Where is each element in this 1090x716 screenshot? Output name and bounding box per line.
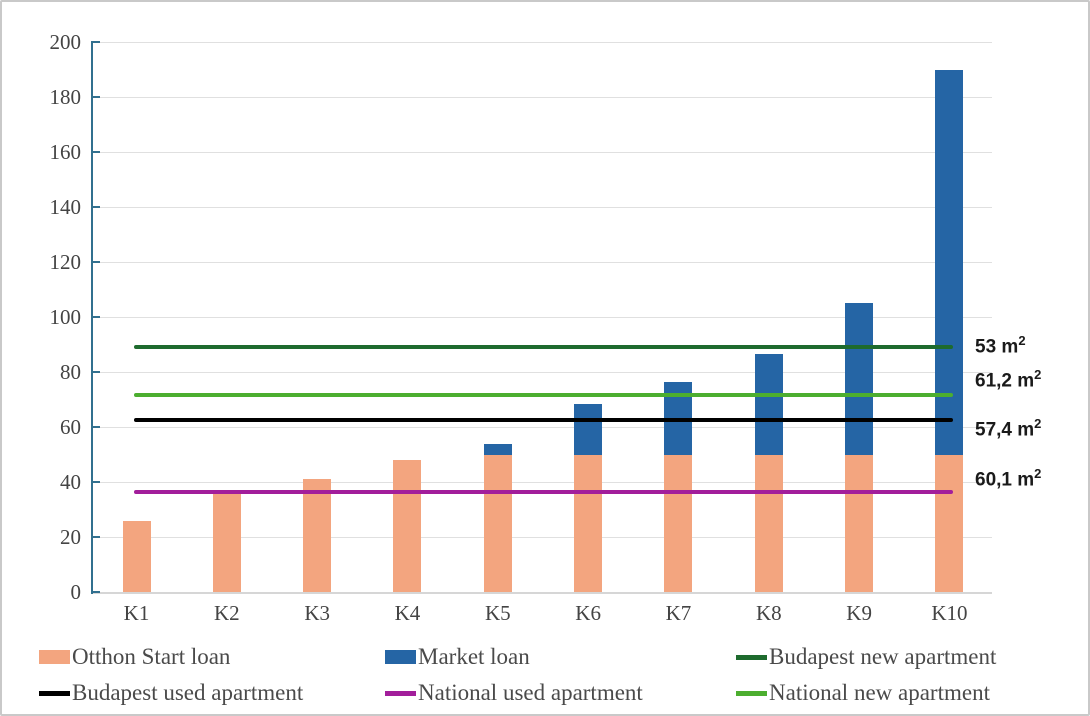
category-label-K5: K5 xyxy=(484,601,511,625)
annotation-text: 60,1 m xyxy=(975,469,1035,491)
y-tick-mark xyxy=(91,316,100,318)
legend-item-budapest-used-apartment: Budapest used apartment xyxy=(39,680,303,706)
y-tick-label: 100 xyxy=(49,305,82,329)
legend-label: Budapest used apartment xyxy=(72,680,304,705)
bar-segment-otthon-start-loan-K8 xyxy=(754,454,783,592)
bar-segment-market-loan-K5 xyxy=(483,443,512,455)
category-label-K10: K10 xyxy=(931,601,968,625)
legend-label: Budapest new apartment xyxy=(769,644,997,669)
y-tick-mark xyxy=(91,371,100,373)
bar-segment-otthon-start-loan-K5 xyxy=(483,454,512,592)
bar-segment-market-loan-K8 xyxy=(754,354,783,455)
legend-color-swatch xyxy=(385,650,416,664)
legend-line-swatch xyxy=(39,690,70,696)
legend-label: Market loan xyxy=(418,644,530,669)
annotation-53-m: 53 m2 xyxy=(975,333,1026,358)
bar-segment-otthon-start-loan-K1 xyxy=(122,520,151,592)
annotation-exponent: 2 xyxy=(1018,332,1026,348)
y-tick-mark xyxy=(91,426,100,428)
y-tick-mark xyxy=(91,591,100,593)
legend-item-budapest-new-apartment: Budapest new apartment xyxy=(736,644,996,670)
annotation-exponent: 2 xyxy=(1034,416,1042,432)
legend-item-market-loan: Market loan xyxy=(385,644,530,670)
bar-segment-otthon-start-loan-K9 xyxy=(845,454,874,592)
y-tick-label: 0 xyxy=(70,580,82,604)
gridline-y140 xyxy=(91,206,992,208)
category-label-K6: K6 xyxy=(575,601,601,625)
legend-label: National new apartment xyxy=(769,680,990,705)
category-label-K7: K7 xyxy=(665,601,692,625)
legend-line-swatch xyxy=(736,654,767,660)
y-tick-mark xyxy=(91,41,100,43)
x-axis-line xyxy=(91,592,992,594)
legend-label: Otthon Start loan xyxy=(72,644,231,669)
bar-segment-otthon-start-loan-K3 xyxy=(303,479,332,592)
annotation-exponent: 2 xyxy=(1034,366,1042,382)
bar-segment-otthon-start-loan-K7 xyxy=(664,454,693,592)
y-tick-label: 60 xyxy=(60,415,81,439)
category-label-K2: K2 xyxy=(213,601,240,625)
gridline-y40 xyxy=(91,481,992,483)
category-label-K9: K9 xyxy=(846,601,872,625)
y-tick-label: 200 xyxy=(49,30,82,54)
y-axis-line xyxy=(91,42,93,594)
legend-label: National used apartment xyxy=(418,680,643,705)
category-label-K4: K4 xyxy=(394,601,421,625)
bar-segment-otthon-start-loan-K4 xyxy=(393,460,422,592)
gridline-y20 xyxy=(91,536,992,538)
legend-line-swatch xyxy=(736,690,767,696)
gridline-y180 xyxy=(91,96,992,98)
category-label-K8: K8 xyxy=(755,601,782,625)
gridline-y100 xyxy=(91,316,992,318)
annotation-60-1-m: 60,1 m2 xyxy=(975,466,1041,491)
y-tick-label: 120 xyxy=(49,250,82,274)
annotation-exponent: 2 xyxy=(1034,465,1042,481)
legend-line-swatch xyxy=(385,690,416,696)
y-tick-label: 160 xyxy=(49,140,82,164)
bar-segment-market-loan-K9 xyxy=(845,303,874,455)
y-tick-mark xyxy=(91,151,100,153)
y-tick-label: 180 xyxy=(49,85,82,109)
annotation-text: 61,2 m xyxy=(975,370,1035,392)
y-tick-mark xyxy=(91,206,100,208)
category-label-K1: K1 xyxy=(123,601,150,625)
reference-line-budapest-new-apartment xyxy=(134,345,953,350)
gridline-y120 xyxy=(91,261,992,263)
legend-item-national-used-apartment: National used apartment xyxy=(385,680,643,706)
legend-color-swatch xyxy=(39,650,70,664)
gridline-y60 xyxy=(91,426,992,428)
y-tick-mark xyxy=(91,261,100,263)
bar-segment-otthon-start-loan-K10 xyxy=(935,454,964,592)
gridline-y80 xyxy=(91,371,992,373)
reference-line-national-used-apartment xyxy=(134,489,953,494)
y-tick-mark xyxy=(91,536,100,538)
gridline-y200 xyxy=(91,41,992,43)
bar-segment-otthon-start-loan-K2 xyxy=(212,493,241,592)
y-tick-mark xyxy=(91,96,100,98)
legend-item-national-new-apartment: National new apartment xyxy=(736,680,990,706)
y-tick-label: 20 xyxy=(60,525,81,549)
gridline-y160 xyxy=(91,151,992,153)
annotation-57-4-m: 57,4 m2 xyxy=(975,416,1041,441)
y-tick-label: 140 xyxy=(49,195,82,219)
y-tick-label: 40 xyxy=(60,470,81,494)
reference-line-budapest-used-apartment xyxy=(134,417,953,422)
y-tick-mark xyxy=(91,481,100,483)
category-label-K3: K3 xyxy=(304,601,330,625)
bar-segment-market-loan-K6 xyxy=(574,403,603,455)
bar-segment-market-loan-K10 xyxy=(935,69,964,455)
legend-item-otthon-start-loan: Otthon Start loan xyxy=(39,644,230,670)
reference-line-national-new-apartment xyxy=(134,392,953,397)
bar-segment-otthon-start-loan-K6 xyxy=(574,454,603,592)
annotation-text: 57,4 m xyxy=(975,419,1035,441)
annotation-text: 53 m xyxy=(975,335,1019,357)
y-tick-label: 80 xyxy=(60,360,81,384)
annotation-61-2-m: 61,2 m2 xyxy=(975,367,1041,392)
